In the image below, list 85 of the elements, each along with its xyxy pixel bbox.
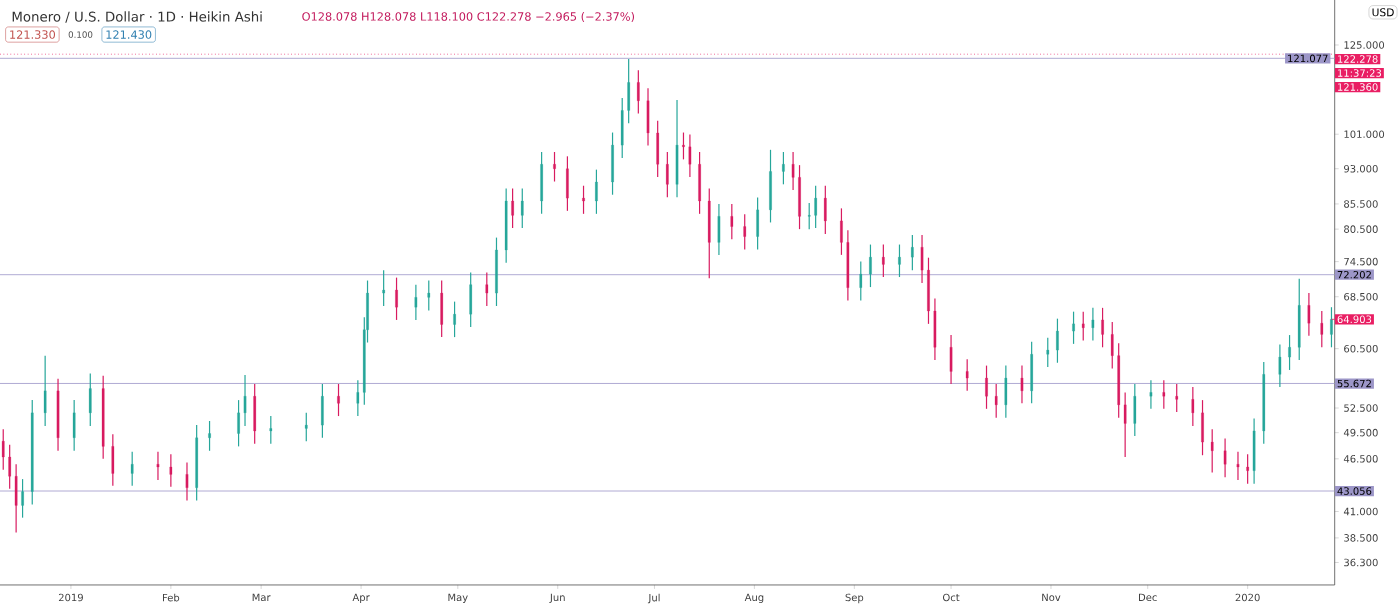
ref-line-label: 121.077 [1288,54,1328,63]
candlestick [253,383,256,445]
x-tick-label: Mar [252,593,271,602]
candlestick [807,202,811,230]
y-tick-label: 101.000 [1344,130,1385,138]
x-tick-label: Jul [647,593,660,604]
annotation: 0.100 [68,31,93,38]
y-tick-label: 74.500 [1344,257,1378,266]
x-tick-label: 2019 [58,593,83,602]
candlestick [111,433,115,487]
candlestick [1320,310,1324,348]
candlestick [707,187,711,279]
ref-line-label: 122.278 [1338,55,1378,63]
candlestick [1210,428,1214,474]
candlestick [965,358,969,392]
candlestick [1072,311,1075,345]
annotation: 64.903 [1337,315,1372,324]
ref-line-label: 72.202 [1337,270,1371,279]
text: 11:37:23 [1338,69,1382,77]
candlestick [88,373,92,427]
x-tick-label: Feb [163,593,180,602]
text: 121.360 [1338,83,1378,91]
candlestick [1133,383,1137,437]
candlestick [504,187,508,264]
x-tick-label: Nov [1042,593,1061,602]
candlestick [1081,311,1085,342]
x-tick-label: Apr [352,593,370,604]
candlestick [130,451,134,487]
candlestick [730,203,734,240]
candlestick [485,271,489,307]
candlestick [1149,379,1153,410]
y-tick-label: 80.500 [1344,225,1378,233]
y-tick-label: 60.500 [1344,344,1378,353]
candlestick [101,375,105,460]
text: Monero / U.S. Dollar · 1D · Heikin Ashi [12,11,262,23]
annotation: 121.430 [106,30,152,39]
candlestick [1191,386,1195,427]
candlestick [1162,379,1166,410]
y-tick-label: 68.500 [1344,292,1378,301]
x-tick-label: Aug [744,593,764,604]
x-tick-label: Dec [1139,593,1157,602]
candlestick [520,187,524,229]
candlestick [994,383,998,419]
y-tick-label: 125.000 [1344,41,1385,49]
candlestick [72,399,76,452]
x-tick-label: May [448,593,468,604]
text: USD [1372,8,1394,17]
y-tick-label: 52.500 [1344,404,1378,412]
candlestick [382,269,385,307]
annotation: O128.078 H128.078 L118.100 C122.278 −2.965 (−2.37%) [302,12,635,23]
candlestick [859,261,863,301]
candlestick [620,97,624,159]
y-tick-label: 36.300 [1344,558,1378,567]
candlestick [1117,342,1120,419]
y-tick-label: 85.500 [1344,200,1378,208]
candlestick [1246,453,1249,485]
candlestick [427,279,431,311]
candlestick [1297,278,1301,361]
x-tick-label: Oct [942,593,960,602]
ref-line-label: 43.056 [1337,487,1372,495]
candlestick [682,131,685,160]
y-tick-label: 49.500 [1343,428,1378,437]
candlestick [269,415,273,445]
candlestick [1175,383,1179,413]
candlestick [156,451,160,481]
y-tick-label: 46.500 [1343,455,1378,463]
candlestick [1110,321,1114,370]
candlestick [304,412,308,442]
candlestick [30,399,34,506]
y-tick-label: 41.000 [1343,507,1378,516]
y-tick-label: 38.500 [1344,534,1378,542]
candlestick [469,271,472,328]
x-tick-label: 2020 [1235,593,1260,602]
y-tick-label: 93.000 [1344,164,1378,173]
candlestick [169,453,173,488]
candlestick [1,428,5,471]
candlestick [582,185,585,215]
candlestick [1236,451,1240,481]
candlestick [1262,361,1266,445]
ref-line-label: 55.672 [1337,379,1371,388]
candlestick [743,213,747,251]
x-tick-label: Sep [845,593,864,604]
candlestick [1046,337,1050,368]
annotation: 121.330 [10,30,56,39]
x-tick-label: Jun [549,593,565,603]
